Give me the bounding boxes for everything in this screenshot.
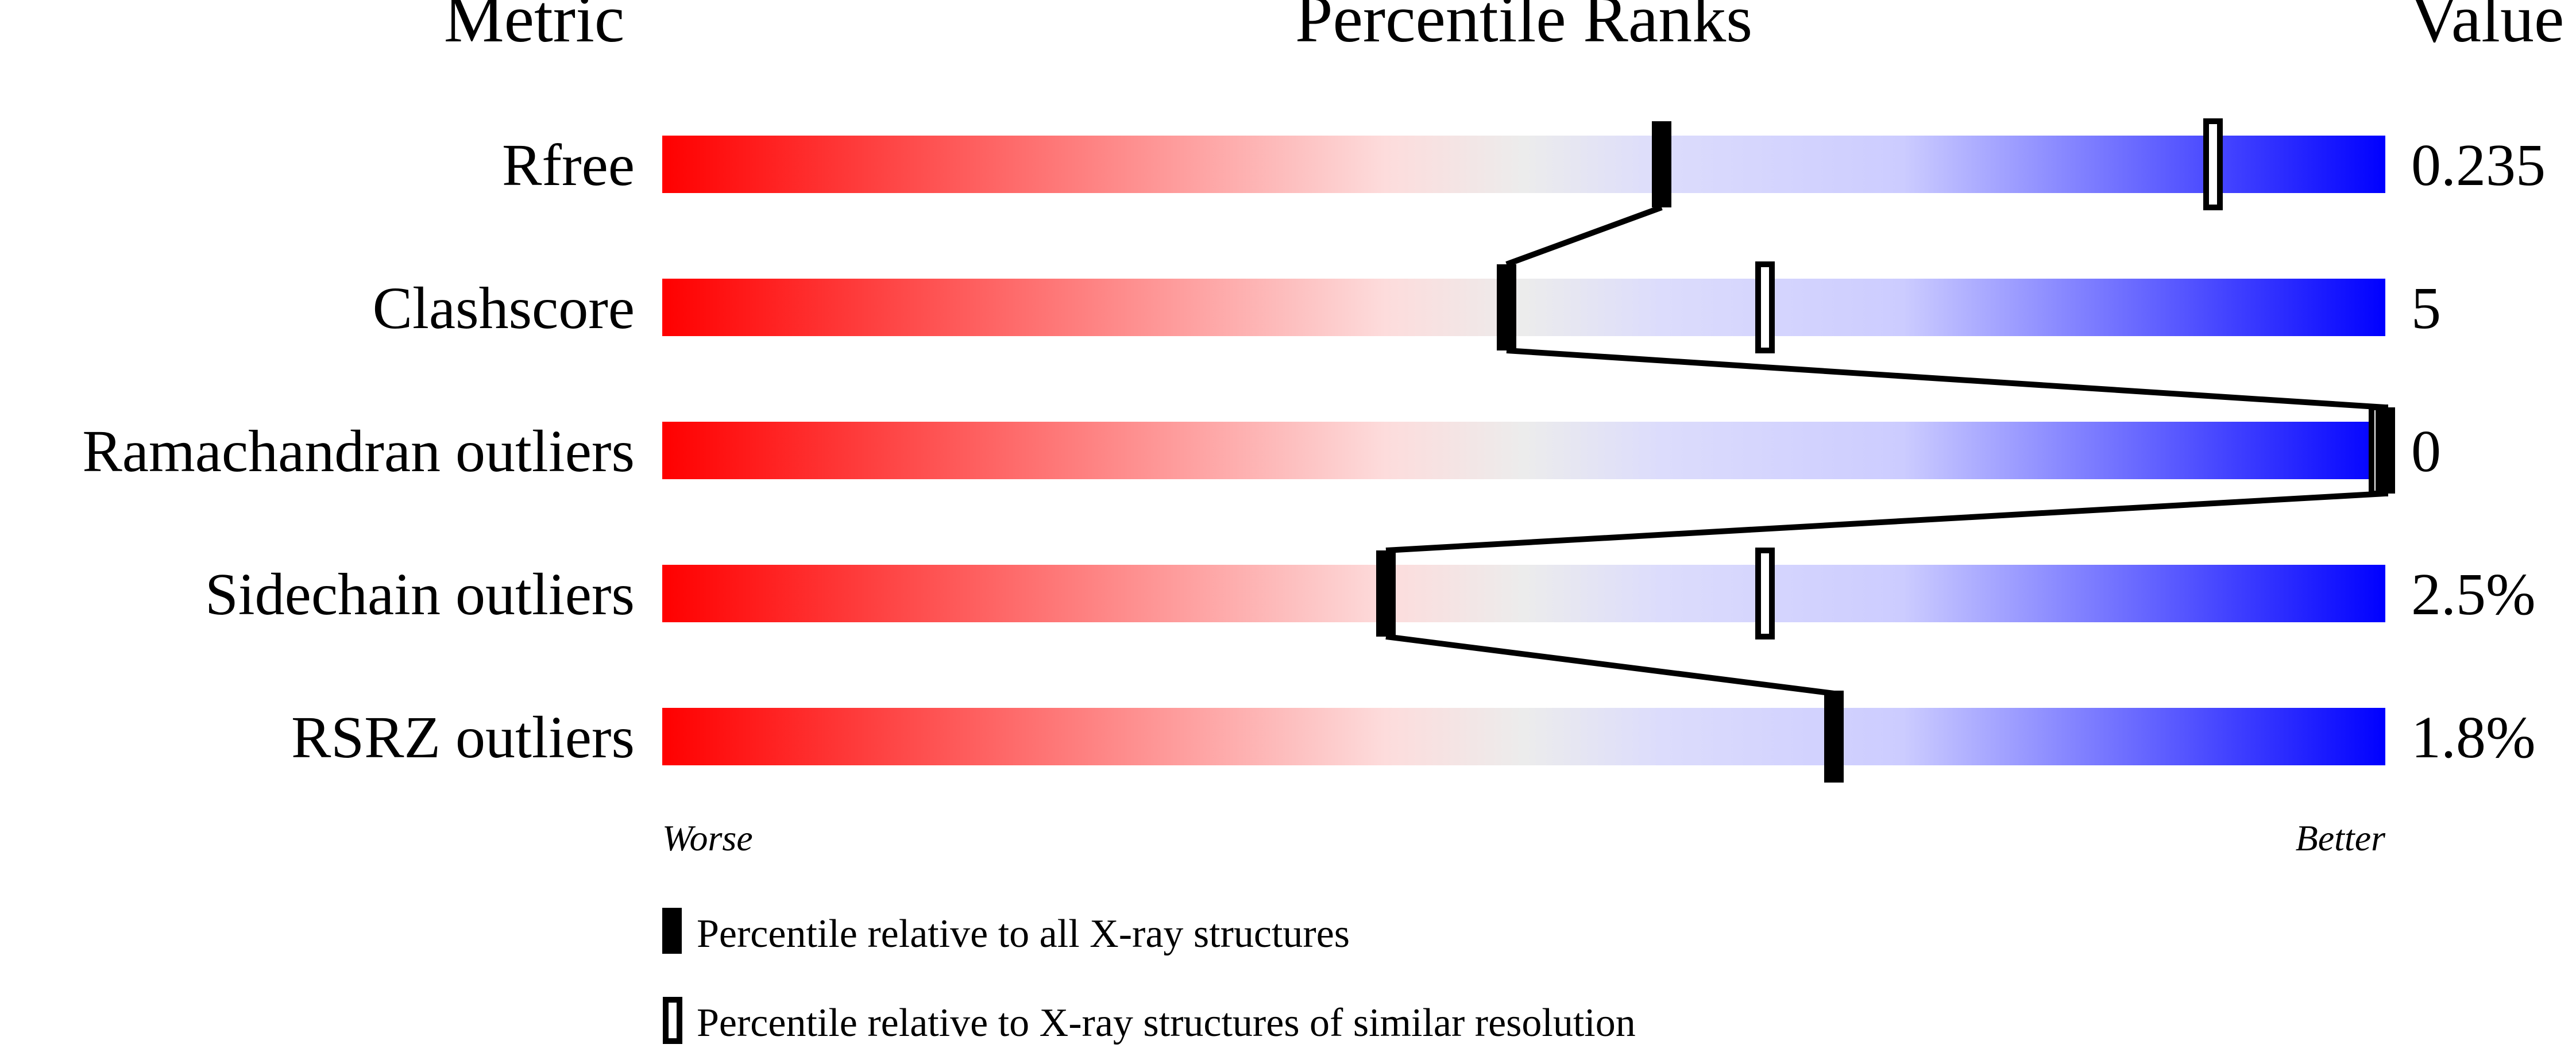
percentile-bar	[662, 422, 2385, 479]
all-structures-marker	[1376, 550, 1396, 637]
percentile-bar	[662, 136, 2385, 193]
percentile-bar	[662, 708, 2385, 765]
all-structures-marker	[2376, 407, 2395, 494]
legend-open-label: Percentile relative to X-ray structures …	[697, 1001, 1636, 1045]
all-structures-marker	[1824, 693, 1844, 780]
worse-label: Worse	[662, 818, 753, 858]
better-label: Better	[2296, 818, 2386, 858]
metric-label: Sidechain outliers	[205, 561, 635, 627]
legend-filled-marker	[662, 908, 682, 954]
header-percentile-ranks: Percentile Ranks	[1295, 0, 1752, 56]
similar-resolution-marker	[2203, 118, 2223, 210]
header-value: Value	[2410, 0, 2565, 56]
similar-resolution-marker	[1755, 548, 1775, 639]
connector-line	[1385, 634, 1835, 696]
legend-filled-label: Percentile relative to all X-ray structu…	[697, 912, 1350, 956]
all-structures-marker	[1652, 121, 1671, 207]
metric-label: Clashscore	[373, 275, 635, 341]
connector-line	[1505, 205, 1663, 267]
metric-label: Rfree	[502, 132, 635, 198]
metric-label: Ramachandran outliers	[82, 418, 635, 484]
metric-value: 5	[2411, 275, 2441, 341]
metric-label: RSRZ outliers	[291, 704, 635, 770]
header-metric: Metric	[444, 0, 625, 56]
connector-line	[1506, 348, 2386, 410]
metric-value: 0.235	[2411, 132, 2546, 198]
metric-value: 2.5%	[2411, 561, 2536, 627]
percentile-bar	[662, 565, 2385, 622]
metric-value: 1.8%	[2411, 704, 2536, 770]
similar-resolution-marker	[1755, 261, 1775, 353]
metric-value: 0	[2411, 418, 2441, 484]
legend-open-marker	[663, 997, 682, 1044]
all-structures-marker	[1497, 264, 1516, 350]
percentile-bar	[662, 279, 2385, 336]
connector-line	[1385, 491, 2386, 553]
